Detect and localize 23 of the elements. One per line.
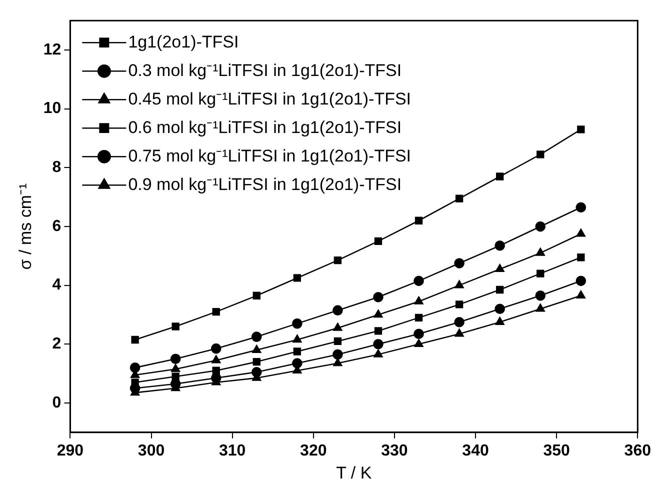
y-tick-label: 4 bbox=[52, 276, 62, 294]
y-tick-label: 10 bbox=[43, 100, 62, 118]
x-tick-label: 290 bbox=[56, 442, 84, 460]
legend-label: 0.3 mol kg⁻¹LiTFSI in 1g1(2o1)-TFSI bbox=[128, 60, 402, 80]
y-tick-label: 8 bbox=[52, 159, 62, 176]
y-tick-label: 12 bbox=[43, 41, 62, 58]
legend-label: 1g1(2o1)-TFSI bbox=[128, 32, 239, 52]
legend-label: 0.45 mol kg⁻¹LiTFSI in 1g1(2o1)-TFSI bbox=[128, 89, 412, 108]
x-tick-label: 360 bbox=[624, 442, 652, 460]
y-axis-title: σ / ms cm⁻¹ bbox=[16, 182, 35, 270]
legend-label: 0.9 mol kg⁻¹LiTFSI in 1g1(2o1)-TFSI bbox=[128, 174, 402, 194]
legend-label: 0.75 mol kg⁻¹LiTFSI in 1g1(2o1)-TFSI bbox=[128, 146, 412, 166]
x-tick-label: 320 bbox=[300, 442, 327, 460]
x-tick-label: 330 bbox=[381, 442, 408, 460]
x-tick-label: 310 bbox=[218, 442, 246, 460]
y-tick-label: 6 bbox=[52, 218, 62, 235]
x-axis-title: T / K bbox=[336, 463, 372, 482]
x-tick-label: 300 bbox=[138, 442, 165, 460]
legend-label: 0.6 mol kg⁻¹LiTFSI in 1g1(2o1)-TFSI bbox=[128, 118, 402, 137]
y-tick-label: 2 bbox=[52, 336, 62, 353]
y-tick-label: 0 bbox=[52, 394, 62, 412]
x-tick-label: 340 bbox=[462, 442, 489, 460]
x-tick-label: 350 bbox=[543, 442, 570, 460]
